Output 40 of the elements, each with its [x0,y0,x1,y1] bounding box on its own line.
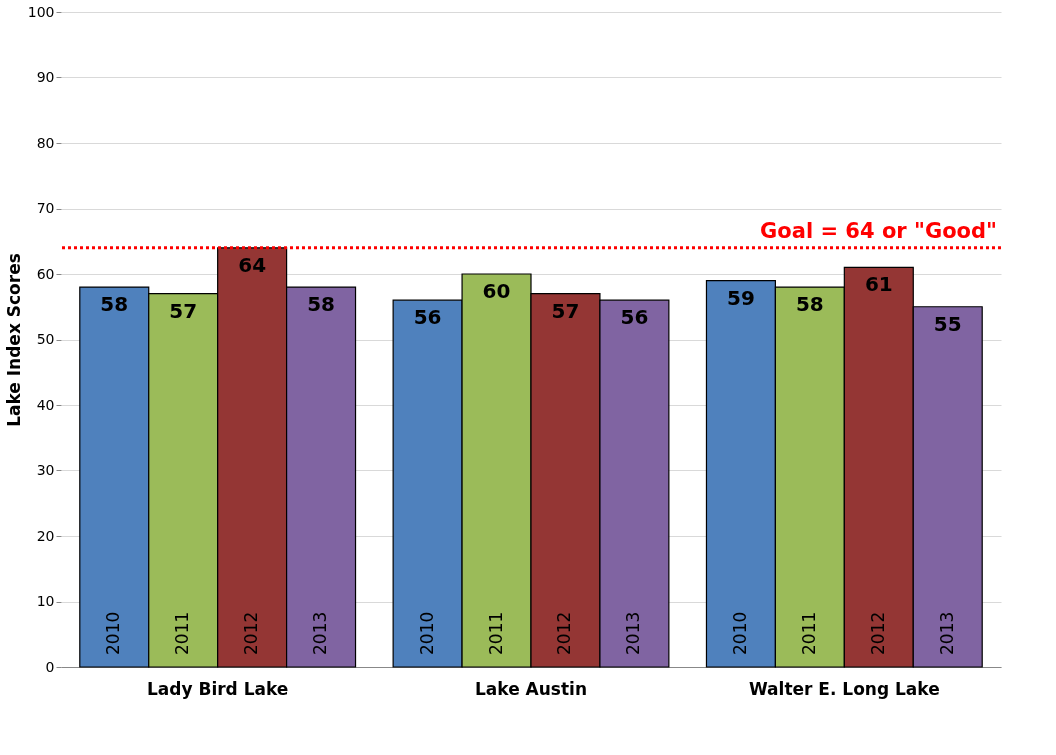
data-label: 59 [727,285,755,310]
data-label: 57 [169,298,198,323]
x-tick-label: Lake Austin [474,678,588,699]
series-label: 2012 [241,611,262,655]
data-label: 56 [413,305,442,330]
text: 2010 [729,611,750,655]
y-tick-label: 60 [36,265,55,282]
y-axis-title: Lake Index Scores [3,253,24,427]
y-tick-label: 100 [27,3,55,20]
y-tick-label: 40 [36,396,55,413]
series-label: 2010 [103,611,124,655]
ref-line-label: Goal = 64 or "Good" [760,218,997,243]
text: 2010 [416,611,437,655]
data-label: 55 [933,311,962,336]
data-label: 57 [551,298,580,323]
y-tick-label: 90 [36,69,55,85]
y-tick-label: 50 [36,331,55,347]
y-tick-label: 30 [36,462,55,478]
y-tick-label: 0 [45,658,55,675]
y-tick-label: 20 [36,527,55,544]
text: 2013 [623,611,644,655]
x-tick-label: Lady Bird Lake [146,678,289,699]
text: 2011 [485,611,506,655]
data-label: 58 [795,292,824,317]
data-label: 64 [238,252,267,277]
x-tick-label: Walter E. Long Lake [748,678,940,699]
data-label: 58 [307,292,335,317]
text: 2013 [936,611,957,655]
y-tick-label: 70 [36,200,55,216]
data-label: 58 [100,292,129,317]
data-label: 56 [620,305,649,330]
data-label: 60 [482,279,511,303]
series-label: 2011 [172,611,193,655]
y-tick-label: 80 [36,134,55,151]
data-label: 61 [864,272,893,297]
text: 2012 [554,611,575,655]
series-label: 2013 [310,611,331,655]
y-tick-label: 10 [36,593,55,609]
text: 2011 [798,611,819,655]
text: 2012 [867,611,888,655]
